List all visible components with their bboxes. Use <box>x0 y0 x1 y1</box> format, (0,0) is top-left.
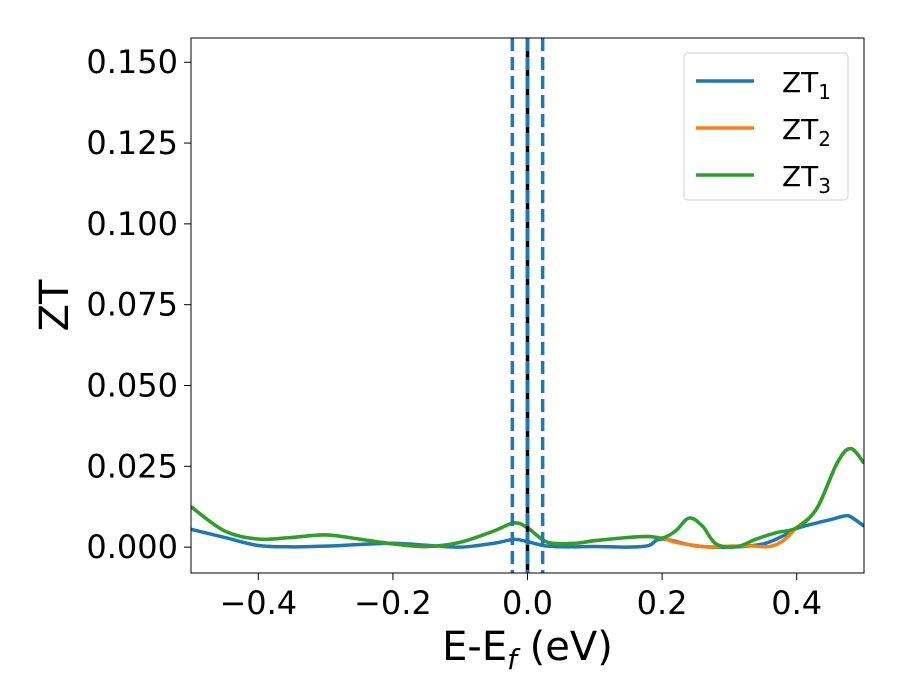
series-lines <box>191 446 864 550</box>
y-tick-label: 0.100 <box>86 205 178 243</box>
x-tick-label: 0.0 <box>502 584 553 622</box>
legend-label: ZT2 <box>782 113 831 151</box>
x-label-main: E-E <box>442 624 507 670</box>
legend-box <box>683 52 849 201</box>
y-tick-label: 0.125 <box>86 124 178 162</box>
x-label-tail: (eV) <box>517 624 613 670</box>
y-tick-label: 0.075 <box>86 286 178 324</box>
series-line-1 <box>191 513 864 550</box>
y-tick-label: 0.050 <box>86 367 178 405</box>
x-tick-label: 0.2 <box>637 584 688 622</box>
y-axis-label: ZT <box>32 279 78 331</box>
series-line-3 <box>191 446 864 549</box>
y-tick-label: 0.150 <box>86 43 178 81</box>
legend: ZT1 ZT2 ZT3 <box>683 52 849 201</box>
x-tick-label: −0.2 <box>354 584 432 622</box>
legend-label: ZT3 <box>782 160 831 198</box>
x-axis-ticks: −0.4 −0.2 0.0 0.2 0.4 <box>219 573 822 622</box>
x-tick-label: 0.4 <box>771 584 822 622</box>
y-tick-label: 0.025 <box>86 447 178 485</box>
legend-label: ZT1 <box>782 66 831 104</box>
y-axis-ticks: 0.000 0.025 0.050 0.075 0.100 0.125 0.150 <box>86 43 191 566</box>
reference-lines <box>510 38 545 573</box>
y-tick-label: 0.000 <box>86 528 178 566</box>
x-axis-label: E-Ef (eV) <box>442 624 613 676</box>
x-tick-label: −0.4 <box>219 584 297 622</box>
